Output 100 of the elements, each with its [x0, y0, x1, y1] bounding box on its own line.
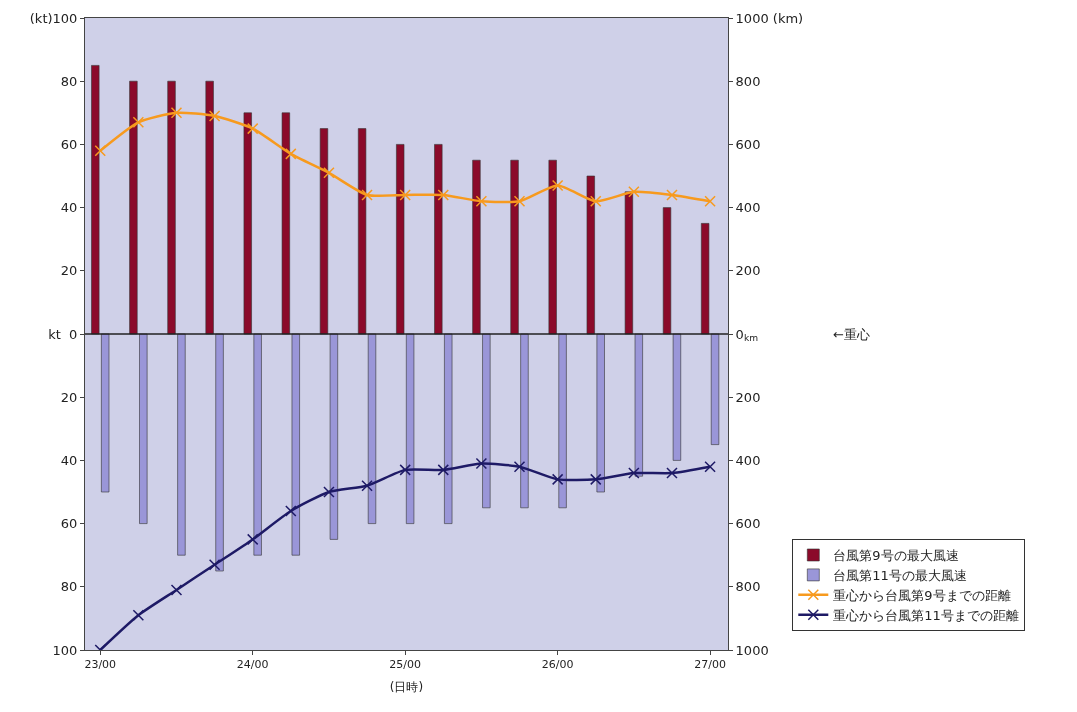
y2-tick-label: 600 — [735, 516, 761, 532]
bar — [520, 333, 529, 509]
point — [513, 460, 526, 473]
x-tick-label: 24/00 — [236, 658, 269, 672]
y-tick-label: 100 — [52, 642, 78, 658]
point — [475, 195, 488, 208]
legend-label: 重心から台風第11号までの距離 — [833, 607, 1019, 623]
bar — [406, 333, 415, 524]
point — [704, 460, 716, 473]
x-tick-label: 27/00 — [694, 658, 726, 672]
bar — [329, 333, 338, 540]
bar — [596, 333, 605, 493]
y2-tick-label: 600 — [735, 136, 761, 152]
y-tick-label: 60 — [60, 136, 78, 152]
bar — [662, 207, 672, 335]
point — [132, 116, 145, 129]
bar — [586, 175, 595, 335]
point — [323, 486, 335, 498]
point — [170, 107, 183, 119]
bar — [672, 333, 682, 461]
bar — [243, 112, 252, 335]
bar — [281, 112, 290, 335]
point — [551, 179, 564, 192]
bar — [319, 128, 329, 335]
point — [399, 464, 411, 476]
point — [551, 473, 564, 486]
point — [704, 195, 716, 208]
point — [246, 122, 259, 135]
bar — [139, 333, 148, 524]
x-tick-label: 25/00 — [389, 658, 422, 672]
x-axis-title: (日時) — [389, 680, 424, 695]
bar — [253, 333, 262, 556]
bar — [167, 80, 176, 335]
bar — [291, 333, 300, 556]
point — [666, 467, 678, 479]
point — [475, 457, 488, 470]
bar — [482, 333, 491, 509]
bar — [558, 333, 567, 509]
y-tick-label: 20 — [60, 389, 78, 405]
point — [628, 467, 640, 479]
point — [323, 167, 335, 179]
y-tick-label: 40 — [60, 452, 78, 468]
point — [437, 189, 450, 201]
y2-tick-label: 200 — [735, 263, 761, 279]
x-tick-label: 26/00 — [541, 658, 574, 672]
point — [437, 464, 450, 476]
bar — [396, 144, 405, 335]
bar — [357, 128, 367, 335]
bar — [701, 223, 710, 335]
bar — [215, 333, 224, 572]
bar — [510, 159, 519, 335]
y-tick-label: 60 — [60, 516, 78, 532]
bar — [91, 65, 100, 335]
y-tick-label: 80 — [60, 579, 78, 595]
point — [628, 186, 640, 198]
legend-label: 台風第11号の最大風速 — [833, 567, 967, 583]
bar — [444, 333, 453, 524]
y2-tick-label: 200 — [735, 389, 761, 405]
bar — [434, 144, 443, 335]
point — [170, 584, 183, 596]
point — [666, 189, 678, 201]
point — [399, 189, 411, 201]
point — [208, 558, 221, 571]
y2-tick-label: 400 — [735, 452, 761, 468]
bar — [205, 80, 214, 335]
y-tick-label: kt 0 — [48, 326, 78, 342]
y-tick-label: (kt)100 — [29, 10, 78, 26]
y-tick-label: 20 — [60, 263, 78, 279]
point — [285, 505, 297, 517]
point — [94, 144, 106, 157]
y2-tick-label: 0$_{km}$ — [735, 326, 759, 344]
point — [513, 195, 526, 208]
point — [285, 148, 297, 160]
point — [132, 609, 145, 621]
point — [246, 533, 259, 546]
y2-tick-label: 800 — [735, 579, 761, 595]
point — [361, 479, 373, 492]
bar — [367, 333, 377, 524]
bar — [634, 333, 643, 477]
point — [208, 110, 221, 122]
bar — [129, 80, 138, 335]
y2-tick-label: 800 — [735, 73, 761, 89]
y-tick-label: 40 — [60, 200, 78, 216]
x-tick-label: 23/00 — [84, 658, 117, 672]
point — [589, 473, 602, 486]
y-tick-label: 80 — [60, 73, 78, 89]
bar — [710, 333, 720, 445]
bar — [624, 191, 634, 335]
bar — [548, 159, 557, 335]
legend-label: 重心から台風第9号までの距離 — [833, 587, 1011, 603]
y2-tick-label: 400 — [735, 200, 761, 216]
bar — [101, 333, 110, 493]
y2-tick-label: 1000 — [735, 642, 769, 658]
legend-label: 台風第9号の最大風速 — [833, 548, 959, 564]
text: ←重心 — [833, 327, 870, 342]
point — [589, 195, 602, 208]
bar — [472, 159, 481, 335]
y2-tick-label: 1000 (km) — [735, 10, 804, 26]
point — [361, 189, 373, 201]
bar — [177, 333, 186, 556]
